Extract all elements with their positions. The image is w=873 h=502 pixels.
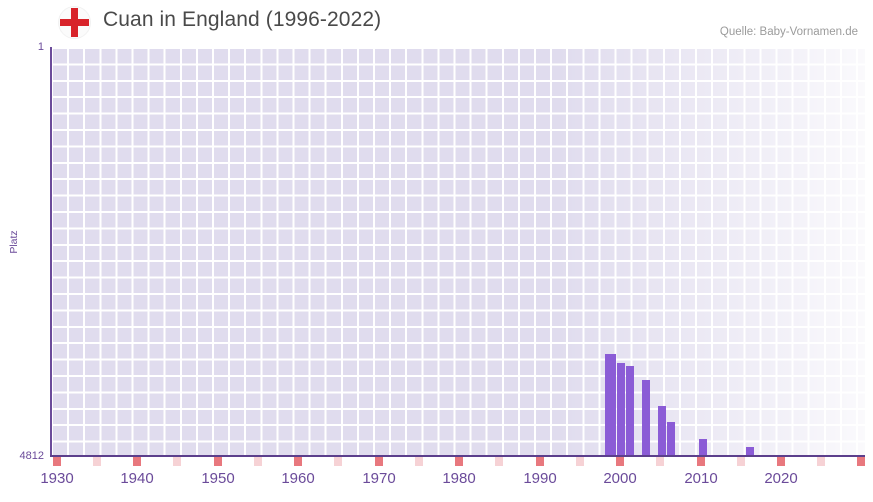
bars-layer [51, 47, 865, 455]
x-axis-tick-minor [817, 457, 825, 466]
x-axis-tick-minor [334, 457, 342, 466]
plot-area [51, 47, 865, 455]
x-axis-tick-major [375, 457, 383, 466]
bar-2013[interactable] [746, 447, 754, 455]
england-flag-icon [58, 6, 91, 39]
y-axis-tick-top: 1 [37, 41, 44, 53]
x-axis-tick-minor [173, 457, 181, 466]
x-axis-label-1950: 1950 [201, 470, 235, 487]
x-axis-tick-major [616, 457, 624, 466]
x-axis-tick-major [53, 457, 61, 466]
bar-1998[interactable] [605, 354, 616, 455]
x-axis-label-1940: 1940 [120, 470, 154, 487]
x-axis-label-1970: 1970 [362, 470, 396, 487]
x-axis-label-2010: 2010 [684, 470, 718, 487]
x-axis-tick-minor [254, 457, 262, 466]
bar-2004[interactable] [658, 406, 666, 455]
x-axis-label-1930: 1930 [40, 470, 74, 487]
source-label: Quelle: Baby-Vornamen.de [719, 26, 858, 38]
x-axis-tick-major [697, 457, 705, 466]
y-axis-line [50, 47, 52, 456]
x-axis-tick-major [777, 457, 785, 466]
flag-cross-vertical [71, 8, 78, 37]
x-axis-tick-major [214, 457, 222, 466]
x-axis-tick-major [133, 457, 141, 466]
x-axis-tick-major [455, 457, 463, 466]
x-axis-tick-major [857, 457, 865, 466]
bar-1999[interactable] [617, 363, 625, 455]
bar-2005[interactable] [667, 422, 675, 455]
x-axis-label-2000: 2000 [603, 470, 637, 487]
bar-2007[interactable] [699, 439, 707, 455]
x-axis-label-1980: 1980 [442, 470, 476, 487]
bar-2002[interactable] [642, 380, 650, 455]
y-axis-title: Platz [8, 230, 20, 254]
x-axis-tick-minor [576, 457, 584, 466]
x-axis-tick-minor [737, 457, 745, 466]
x-axis-tick-major [294, 457, 302, 466]
y-axis-tick-bottom: 4812 [19, 450, 44, 462]
x-axis-tick-minor [495, 457, 503, 466]
page-title: Cuan in England (1996-2022) [103, 8, 382, 31]
x-axis-label-1960: 1960 [281, 470, 315, 487]
x-axis-tick-minor [415, 457, 423, 466]
x-axis-line [50, 455, 865, 457]
x-axis-tick-minor [93, 457, 101, 466]
x-axis-tick-major [536, 457, 544, 466]
x-axis-label-2020: 2020 [764, 470, 798, 487]
chart-header: Cuan in England (1996-2022) Quelle: Baby… [0, 0, 873, 46]
bar-2000[interactable] [626, 366, 634, 455]
x-axis-label-1990: 1990 [523, 470, 557, 487]
x-axis-tick-minor [656, 457, 664, 466]
